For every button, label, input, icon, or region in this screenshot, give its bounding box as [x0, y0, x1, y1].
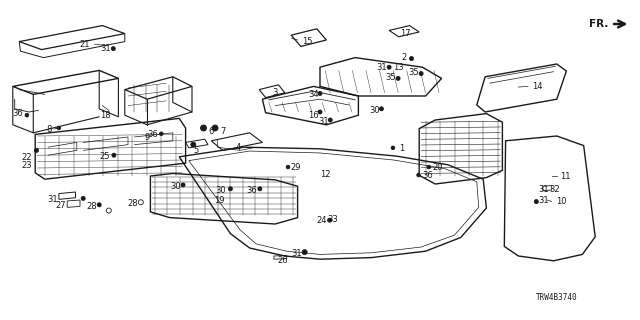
Text: 29: 29 — [291, 163, 301, 172]
Text: 36: 36 — [422, 171, 433, 180]
Text: 36: 36 — [246, 186, 257, 195]
Text: 22: 22 — [22, 153, 32, 162]
Text: 35: 35 — [385, 73, 396, 82]
Circle shape — [112, 153, 116, 157]
Circle shape — [97, 203, 101, 207]
Text: 17: 17 — [400, 29, 410, 38]
Text: 28: 28 — [128, 199, 138, 208]
Text: 14: 14 — [532, 82, 543, 91]
Text: 1: 1 — [399, 144, 404, 153]
Text: 10: 10 — [556, 197, 566, 206]
Circle shape — [427, 165, 431, 169]
Circle shape — [286, 165, 290, 169]
Circle shape — [159, 132, 163, 136]
Text: 25: 25 — [99, 152, 109, 161]
Text: 21: 21 — [80, 40, 90, 49]
Circle shape — [328, 118, 332, 122]
Text: 8: 8 — [47, 125, 52, 134]
Text: 35: 35 — [408, 68, 419, 76]
Circle shape — [212, 125, 218, 131]
Circle shape — [318, 110, 322, 114]
Text: 20: 20 — [433, 163, 443, 172]
Text: 36: 36 — [13, 109, 23, 118]
Text: 28: 28 — [86, 202, 97, 211]
Circle shape — [111, 47, 115, 51]
Text: 30: 30 — [171, 182, 181, 191]
Text: 36: 36 — [147, 130, 157, 139]
Text: 6: 6 — [209, 127, 214, 136]
Text: 2: 2 — [402, 53, 407, 62]
Text: 18: 18 — [100, 111, 111, 120]
Circle shape — [410, 57, 413, 60]
Text: 7: 7 — [220, 127, 225, 136]
Circle shape — [181, 183, 185, 187]
Circle shape — [258, 187, 262, 191]
Text: 3: 3 — [273, 88, 278, 97]
Text: 30: 30 — [215, 186, 225, 195]
Circle shape — [534, 200, 538, 204]
Text: 23: 23 — [22, 161, 32, 170]
Text: 12: 12 — [320, 170, 330, 179]
Circle shape — [25, 113, 29, 117]
Text: 9: 9 — [145, 133, 150, 142]
Circle shape — [391, 146, 395, 150]
Text: 4: 4 — [236, 143, 241, 152]
Circle shape — [419, 72, 423, 76]
Circle shape — [191, 142, 196, 147]
Text: 24: 24 — [316, 216, 326, 225]
Text: 32: 32 — [549, 185, 559, 194]
Text: 31: 31 — [318, 117, 328, 126]
Circle shape — [417, 173, 420, 177]
Text: 16: 16 — [308, 111, 318, 120]
Text: 19: 19 — [214, 196, 224, 204]
Text: 27: 27 — [56, 201, 66, 210]
Circle shape — [200, 125, 207, 131]
Text: 31: 31 — [538, 185, 548, 194]
Text: 34: 34 — [308, 90, 319, 99]
Text: 11: 11 — [561, 172, 571, 180]
Circle shape — [396, 76, 400, 80]
Circle shape — [81, 196, 85, 200]
Circle shape — [35, 148, 38, 152]
Text: 31: 31 — [291, 249, 301, 258]
Text: 33: 33 — [328, 215, 338, 224]
Text: 31: 31 — [47, 195, 58, 204]
Text: 26: 26 — [278, 256, 288, 265]
Circle shape — [387, 65, 391, 69]
Text: FR.: FR. — [589, 19, 608, 29]
Circle shape — [328, 218, 332, 222]
Circle shape — [57, 126, 61, 130]
Text: 31: 31 — [377, 63, 387, 72]
Text: 15: 15 — [302, 37, 312, 46]
Text: 31: 31 — [100, 44, 111, 52]
Text: 30: 30 — [369, 106, 380, 115]
Circle shape — [380, 107, 383, 111]
Circle shape — [302, 250, 307, 255]
Circle shape — [318, 92, 322, 95]
Text: 13: 13 — [393, 63, 403, 72]
Text: TRW4B3740: TRW4B3740 — [536, 293, 578, 302]
Text: 5: 5 — [194, 146, 199, 155]
Circle shape — [228, 187, 232, 191]
Text: 31: 31 — [538, 196, 548, 205]
